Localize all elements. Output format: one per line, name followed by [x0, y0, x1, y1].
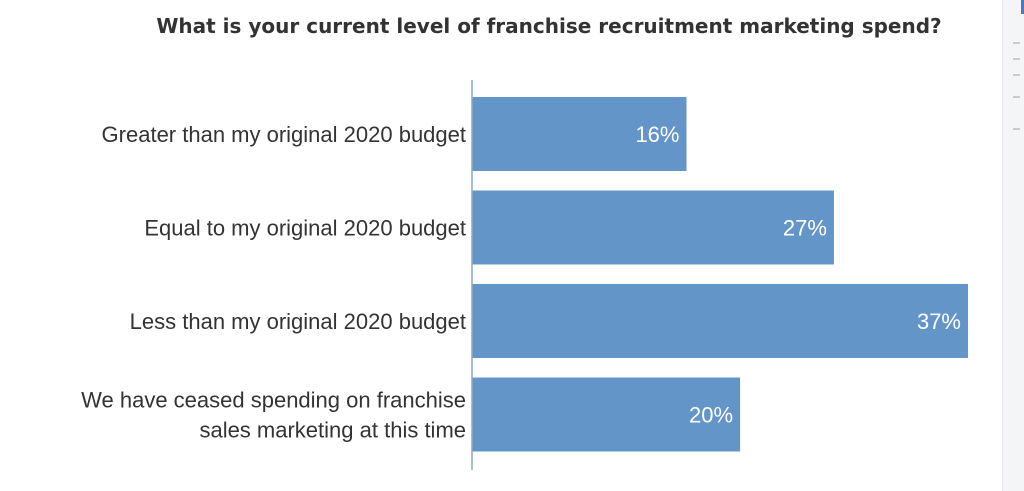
bar: [472, 377, 741, 452]
scrollbar-strip[interactable]: [1002, 0, 1024, 491]
scrollbar-tick: [1013, 128, 1020, 130]
data-label: 16%: [635, 122, 679, 147]
scrollbar-tick: [1013, 96, 1020, 98]
category-label: Equal to my original 2020 budget: [144, 216, 466, 241]
bar: [472, 190, 834, 265]
category-label: Greater than my original 2020 budget: [102, 122, 466, 147]
scrollbar-accent: [1021, 0, 1024, 14]
scrollbar-tick: [1013, 58, 1020, 60]
category-label: sales marketing at this time: [199, 418, 466, 443]
data-label: 27%: [783, 216, 827, 241]
data-label: 20%: [689, 403, 733, 428]
scrollbar-tick: [1013, 74, 1020, 76]
scrollbar-tick: [1013, 42, 1020, 44]
category-label: We have ceased spending on franchise: [81, 388, 466, 413]
bar: [472, 97, 687, 171]
data-label: 37%: [917, 309, 961, 334]
chart-title: What is your current level of franchise …: [156, 14, 942, 38]
bar: [472, 284, 968, 358]
category-label: Less than my original 2020 budget: [130, 309, 466, 334]
